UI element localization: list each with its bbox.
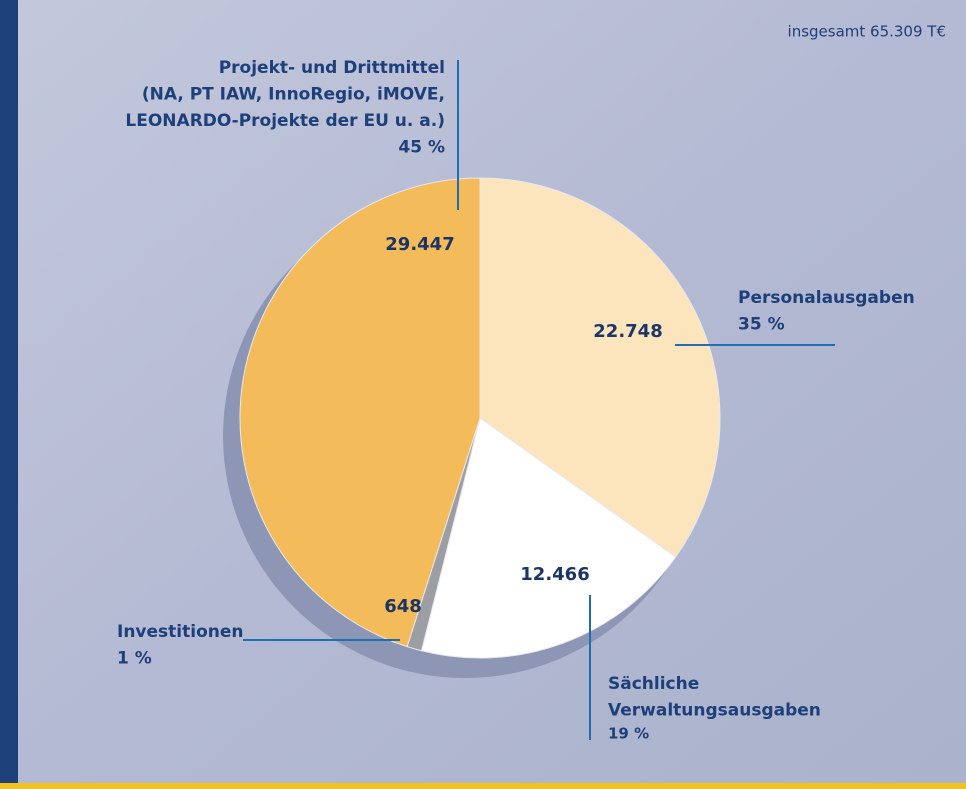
percent-label: 19 % <box>608 725 649 743</box>
bottom-rule <box>0 783 966 789</box>
category-label: Verwaltungsausgaben <box>608 701 821 721</box>
chart: insgesamt 65.309 T€ 22.748 Personalausgab… <box>0 0 966 789</box>
percent-label: 1 % <box>117 649 152 669</box>
category-label: Personalausgaben <box>738 288 915 308</box>
category-label: Sächliche <box>608 674 699 694</box>
category-label: Projekt- und Drittmittel <box>219 58 445 78</box>
percent-label: 35 % <box>738 315 785 335</box>
value-label: 648 <box>384 596 422 617</box>
total-note: insgesamt 65.309 T€ <box>788 23 946 41</box>
category-label: (NA, PT IAW, InnoRegio, iMOVE, <box>142 85 445 105</box>
value-label: 29.447 <box>385 234 454 255</box>
category-label: LEONARDO-Projekte der EU u. a.) <box>125 111 445 131</box>
percent-label: 45 % <box>398 138 445 158</box>
value-label: 12.466 <box>520 564 589 585</box>
category-label: Investitionen <box>117 622 243 642</box>
value-label: 22.748 <box>593 321 662 342</box>
side-bar <box>0 0 18 789</box>
